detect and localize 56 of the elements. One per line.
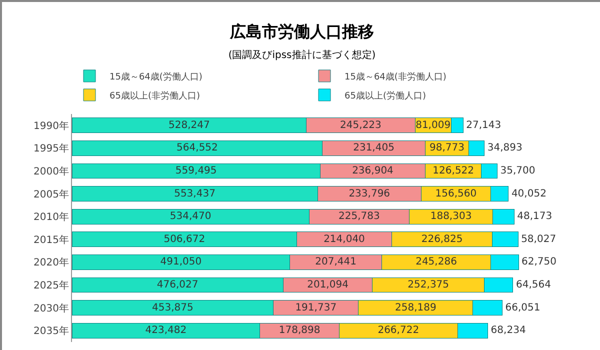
y-tick-label: 2005年 [34,188,69,200]
data-label: 231,405 [353,142,394,154]
legend-label: 15歳～64歳(労働人口) [110,71,202,82]
y-tick-label: 2010年 [34,211,69,224]
data-label: 553,437 [174,188,216,200]
y-tick-label: 2030年 [34,302,69,314]
data-label: 225,783 [338,211,380,222]
data-label: 27,143 [466,120,502,131]
data-label: 126,522 [432,166,474,176]
data-label: 191,737 [295,302,337,314]
data-label: 81,009 [416,120,451,131]
data-label: 245,286 [416,256,457,268]
data-label: 528,247 [168,120,210,131]
y-tick-label: 2035年 [34,325,69,338]
data-label: 188,303 [430,211,472,222]
data-label: 506,672 [164,234,206,245]
data-label: 559,495 [175,166,217,176]
data-label: 423,482 [145,325,187,336]
data-label: 178,898 [278,325,320,336]
data-label: 40,052 [511,188,546,200]
data-label: 64,564 [516,280,551,290]
data-label: 98,773 [430,142,464,154]
data-label: 491,050 [160,256,202,268]
legend-label: 15歳～64歳(非労働人口) [344,71,446,82]
chart-title: 広島市労働人口推移 [229,22,374,41]
data-label: 258,189 [394,302,436,314]
data-label: 236,904 [352,166,394,176]
data-label: 476,027 [156,280,198,290]
data-label: 48,173 [517,211,552,222]
data-label: 534,470 [170,211,212,222]
data-label: 214,040 [324,234,365,245]
data-label: 266,722 [378,325,420,336]
legend-label: 65歳以上(労働人口) [344,90,426,102]
data-label: 564,552 [176,142,218,154]
data-label: 233,796 [348,188,390,200]
data-label: 66,051 [505,302,540,314]
y-tick-label: 1995年 [34,142,69,155]
y-tick-label: 1990年 [34,120,69,132]
data-label: 226,825 [421,234,463,245]
y-tick-label: 2015年 [34,234,69,246]
data-label: 453,875 [152,302,194,314]
data-label: 156,560 [435,188,477,200]
data-label: 58,027 [521,234,556,245]
y-tick-label: 2000年 [34,166,69,178]
data-label: 62,750 [522,256,556,268]
data-label: 201,094 [307,280,348,290]
data-label: 68,234 [490,325,526,336]
data-label: 207,441 [315,256,357,268]
data-label: 245,223 [340,120,382,131]
chart-subtitle: (国調及びipss推計に基づく想定) [228,48,376,61]
y-tick-label: 2025年 [34,280,69,292]
data-label: 252,375 [408,280,450,290]
data-label: 35,700 [500,166,536,176]
data-label: 34,893 [487,142,522,154]
y-tick-label: 2020年 [34,256,69,269]
legend-label: 65歳以上(非労働人口) [110,90,200,102]
